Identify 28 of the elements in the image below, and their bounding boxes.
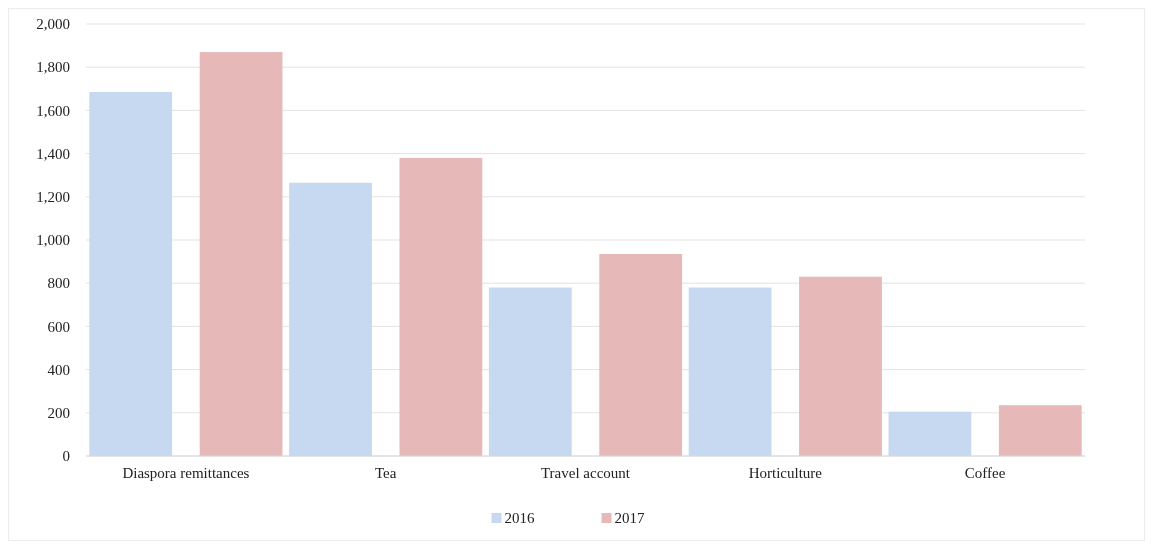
y-tick-label: 1,600 [36,102,70,119]
y-tick-label: 0 [62,448,70,465]
bar [888,411,972,456]
x-tick-label: Tea [374,465,397,481]
x-tick-label: Coffee [964,465,1006,481]
bar [688,287,772,456]
y-tick-label: 2,000 [36,16,70,33]
legend-label: 2017 [614,510,645,526]
x-tick-label: Travel account [540,465,631,481]
y-tick-label: 800 [47,275,70,292]
bar [599,254,683,456]
x-tick-label: Diaspora remittances [122,465,250,481]
bar [998,405,1082,456]
y-tick-label: 1,400 [36,145,70,162]
bar [488,287,572,456]
bar [199,52,283,456]
bar [289,182,372,456]
y-tick-label: 400 [47,361,70,378]
legend-label: 2016 [504,510,535,526]
y-tick-label: 600 [47,318,70,335]
bar [399,157,483,456]
y-tick-label: 200 [47,405,70,422]
y-tick-label: 1,000 [36,232,70,249]
y-tick-label: 1,200 [36,189,70,206]
bar [799,276,882,456]
x-tick-label: Horticulture [748,465,823,481]
y-tick-label: 1,800 [36,59,70,76]
bar [89,92,173,456]
